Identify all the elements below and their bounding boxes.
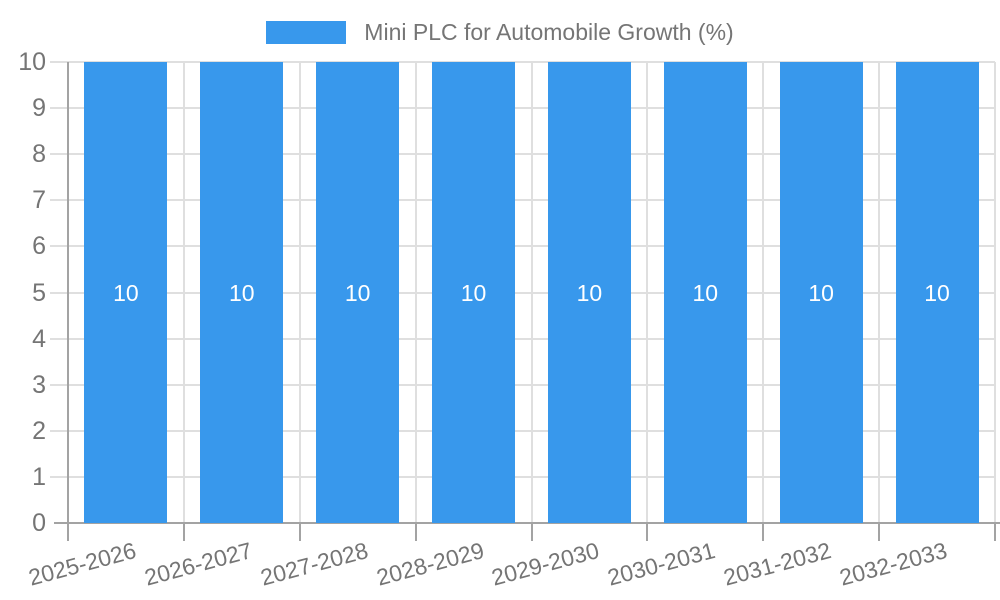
bar[interactable] bbox=[779, 62, 863, 523]
y-tick-label: 3 bbox=[32, 370, 46, 399]
x-tick bbox=[994, 523, 996, 541]
bar-value-label: 10 bbox=[460, 279, 487, 306]
x-axis-label: 2030-2031 bbox=[605, 537, 719, 591]
y-tick-label: 0 bbox=[32, 509, 46, 537]
bar[interactable] bbox=[547, 62, 631, 523]
y-tick-label: 4 bbox=[32, 324, 46, 353]
bar[interactable] bbox=[84, 62, 168, 523]
legend-series-label[interactable]: Mini PLC for Automobile Growth (%) bbox=[364, 19, 734, 45]
y-axis-line bbox=[67, 62, 69, 541]
x-gridline bbox=[414, 62, 417, 523]
x-gridline bbox=[878, 62, 881, 523]
y-tick-label: 1 bbox=[32, 462, 46, 491]
bar-value-label: 10 bbox=[576, 279, 603, 306]
bar-value-label: 10 bbox=[808, 279, 834, 306]
x-gridline bbox=[994, 62, 996, 523]
y-tick-label: 6 bbox=[32, 232, 46, 261]
y-gridline bbox=[50, 337, 995, 340]
legend-color-swatch[interactable] bbox=[266, 21, 347, 44]
y-tick-label: 10 bbox=[18, 48, 46, 76]
x-gridline bbox=[298, 62, 301, 523]
bar[interactable] bbox=[200, 62, 284, 523]
bar-value-label: 10 bbox=[113, 279, 139, 306]
x-axis-line bbox=[54, 522, 1000, 524]
y-tick-label: 9 bbox=[32, 94, 46, 123]
x-axis-label: 2027-2028 bbox=[257, 537, 371, 591]
y-gridline bbox=[50, 245, 995, 248]
bar-value-label: 10 bbox=[344, 279, 371, 306]
chart-legend: Mini PLC for Automobile Growth (%) bbox=[0, 19, 1000, 46]
y-gridline bbox=[50, 107, 995, 110]
bar[interactable] bbox=[432, 62, 516, 523]
x-tick bbox=[530, 523, 533, 541]
bar-value-label: 10 bbox=[692, 279, 719, 306]
x-gridline bbox=[182, 62, 185, 523]
x-axis-label: 2032-2033 bbox=[836, 537, 950, 591]
x-tick bbox=[67, 523, 69, 541]
y-tick-label: 7 bbox=[32, 186, 46, 215]
x-axis-label: 2028-2029 bbox=[373, 537, 487, 591]
bar-value-label: 10 bbox=[924, 279, 950, 306]
x-axis-label: 2026-2027 bbox=[141, 537, 255, 591]
x-gridline bbox=[646, 62, 649, 523]
x-tick bbox=[298, 523, 301, 541]
x-tick bbox=[878, 523, 881, 541]
y-gridline bbox=[50, 475, 995, 478]
x-axis-label: 2029-2030 bbox=[489, 537, 603, 591]
bar[interactable] bbox=[895, 62, 979, 523]
y-gridline bbox=[50, 383, 995, 386]
y-gridline bbox=[50, 199, 995, 202]
y-gridline bbox=[50, 153, 995, 156]
x-axis-label: 2031-2032 bbox=[720, 537, 834, 591]
bar[interactable] bbox=[316, 62, 400, 523]
y-tick-label: 2 bbox=[32, 416, 46, 445]
x-tick bbox=[762, 523, 765, 541]
y-gridline bbox=[50, 291, 995, 294]
y-tick-label: 5 bbox=[32, 278, 46, 307]
x-gridline bbox=[762, 62, 765, 523]
bar-value-label: 10 bbox=[229, 279, 255, 306]
y-gridline bbox=[50, 61, 995, 63]
y-tick-label: 8 bbox=[32, 140, 46, 169]
x-tick bbox=[646, 523, 649, 541]
x-tick bbox=[182, 523, 185, 541]
x-tick bbox=[414, 523, 417, 541]
bar[interactable] bbox=[663, 62, 747, 523]
y-gridline bbox=[50, 429, 995, 432]
x-gridline bbox=[530, 62, 533, 523]
x-axis-label: 2025-2026 bbox=[25, 537, 139, 591]
